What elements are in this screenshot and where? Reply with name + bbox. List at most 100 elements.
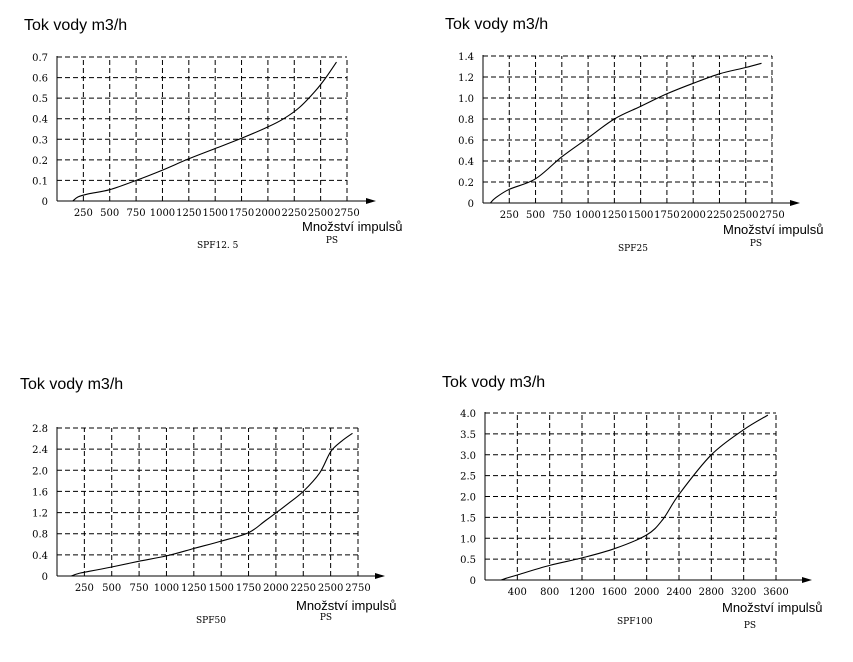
y-axis-title: Tok vody m3/h [20, 376, 123, 393]
y-axis-title: Tok vody m3/h [24, 17, 127, 34]
unit-label: PS [320, 613, 332, 623]
x-tick-label: 3200 [731, 587, 756, 598]
x-axis-arrow [802, 577, 812, 583]
x-axis-arrow [366, 198, 376, 204]
x-tick-label: 1500 [202, 208, 227, 219]
x-tick-label: 1000 [150, 208, 175, 219]
x-tick-label: 400 [508, 587, 527, 598]
y-tick-label: 2.8 [32, 424, 48, 435]
y-tick-label: 0 [42, 197, 48, 208]
y-tick-label: 0.4 [32, 115, 48, 126]
y-tick-label: 0.8 [458, 115, 474, 126]
y-tick-label: 0.4 [32, 551, 48, 562]
y-tick-label: 4.0 [460, 409, 476, 420]
flow-curve [72, 61, 337, 202]
chart-3: 250 500 750 1000 1250 1500 1750 2000 2250 2500 275… [20, 376, 396, 626]
x-axis-title: Množství impulsů [722, 600, 822, 615]
x-tick-label: 2500 [318, 583, 343, 594]
chart-caption: SPF50 [196, 616, 226, 626]
y-tick-label: 1.6 [32, 487, 48, 498]
unit-label: PS [744, 621, 756, 631]
y-tick-label: 2.4 [32, 445, 48, 456]
y-tick-label: 0 [468, 199, 474, 210]
y-tick-label: 1.0 [458, 94, 474, 105]
y-tick-label: 1.2 [458, 73, 474, 84]
x-tick-label: 750 [130, 583, 149, 594]
x-tick-label: 2750 [345, 583, 370, 594]
x-tick-label: 2750 [759, 210, 784, 221]
flow-curve [501, 414, 769, 581]
x-tick-label: 1750 [229, 208, 254, 219]
y-tick-label: 1.4 [458, 52, 474, 63]
y-tick-label: 0.3 [32, 135, 48, 146]
x-tick-label: 2000 [680, 210, 705, 221]
y-axis-title: Tok vody m3/h [445, 16, 548, 33]
x-tick-label: 500 [526, 210, 545, 221]
y-tick-label: 0.2 [458, 178, 474, 189]
x-tick-label: 250 [74, 208, 93, 219]
x-tick-label: 1250 [176, 208, 201, 219]
y-axis-title: Tok vody m3/h [442, 374, 545, 391]
x-tick-label: 1200 [569, 587, 594, 598]
y-tick-label: 1.0 [460, 534, 476, 545]
x-axis-title: Množství impulsů [302, 219, 402, 234]
y-tick-label: 0.6 [32, 74, 48, 85]
x-tick-label: 500 [102, 583, 121, 594]
x-tick-label: 2250 [707, 210, 732, 221]
chart-caption: SPF12. 5 [197, 241, 239, 251]
x-tick-label: 250 [75, 583, 94, 594]
y-tick-label: 0.5 [32, 94, 48, 105]
y-tick-label: 0.8 [32, 530, 48, 541]
x-tick-label: 1750 [236, 583, 261, 594]
chart-2: 250 500 750 1000 1250 1500 1750 2000 2250 2500 275… [445, 16, 823, 254]
x-tick-label: 250 [500, 210, 519, 221]
y-tick-label: 0.5 [460, 555, 476, 566]
x-tick-label: 3600 [763, 587, 788, 598]
unit-label: PS [750, 239, 762, 249]
x-tick-label: 750 [127, 208, 146, 219]
y-tick-label: 1.5 [460, 513, 476, 524]
chart-4: 400 800 1200 1600 2000 2400 2800 3200 3600 0 0.5 1.… [442, 374, 822, 631]
y-tick-label: 0.4 [458, 157, 474, 168]
x-tick-label: 1250 [181, 583, 206, 594]
unit-label: PS [326, 236, 338, 246]
x-tick-label: 2800 [699, 587, 724, 598]
x-tick-label: 1750 [654, 210, 679, 221]
y-tick-label: 0.1 [32, 176, 48, 187]
y-tick-label: 3.5 [460, 430, 476, 441]
x-tick-label: 750 [552, 210, 571, 221]
x-tick-label: 500 [100, 208, 119, 219]
y-tick-label: 0.7 [32, 53, 48, 64]
flow-curve [489, 62, 762, 204]
y-tick-label: 0 [470, 576, 476, 587]
y-tick-label: 1.2 [32, 509, 48, 520]
y-tick-label: 0.6 [458, 136, 474, 147]
x-tick-label: 1000 [575, 210, 600, 221]
x-tick-label: 2500 [308, 208, 333, 219]
y-tick-label: 2.0 [32, 466, 48, 477]
y-tick-label: 0 [42, 572, 48, 583]
chart-caption: SPF100 [617, 617, 653, 627]
x-tick-label: 2250 [291, 583, 316, 594]
x-tick-label: 2250 [282, 208, 307, 219]
x-axis-arrow [375, 573, 385, 579]
x-tick-label: 2400 [666, 587, 691, 598]
y-tick-label: 2.5 [460, 472, 476, 483]
x-tick-label: 1500 [628, 210, 653, 221]
y-tick-label: 3.0 [460, 451, 476, 462]
x-tick-label: 2750 [334, 208, 359, 219]
y-tick-label: 0.2 [32, 156, 48, 167]
x-axis-arrow [790, 200, 800, 206]
x-tick-label: 2000 [634, 587, 659, 598]
x-tick-label: 2500 [733, 210, 758, 221]
x-tick-label: 1600 [602, 587, 627, 598]
chart-1: 250 500 750 1000 1250 1500 1750 2000 2250 2500 275… [24, 17, 402, 251]
x-axis-title: Množství impulsů [723, 222, 823, 237]
flow-curve [71, 432, 353, 577]
x-tick-label: 1250 [602, 210, 627, 221]
x-tick-label: 800 [540, 587, 559, 598]
x-tick-label: 1500 [208, 583, 233, 594]
x-tick-label: 1000 [154, 583, 179, 594]
chart-caption: SPF25 [618, 244, 648, 254]
